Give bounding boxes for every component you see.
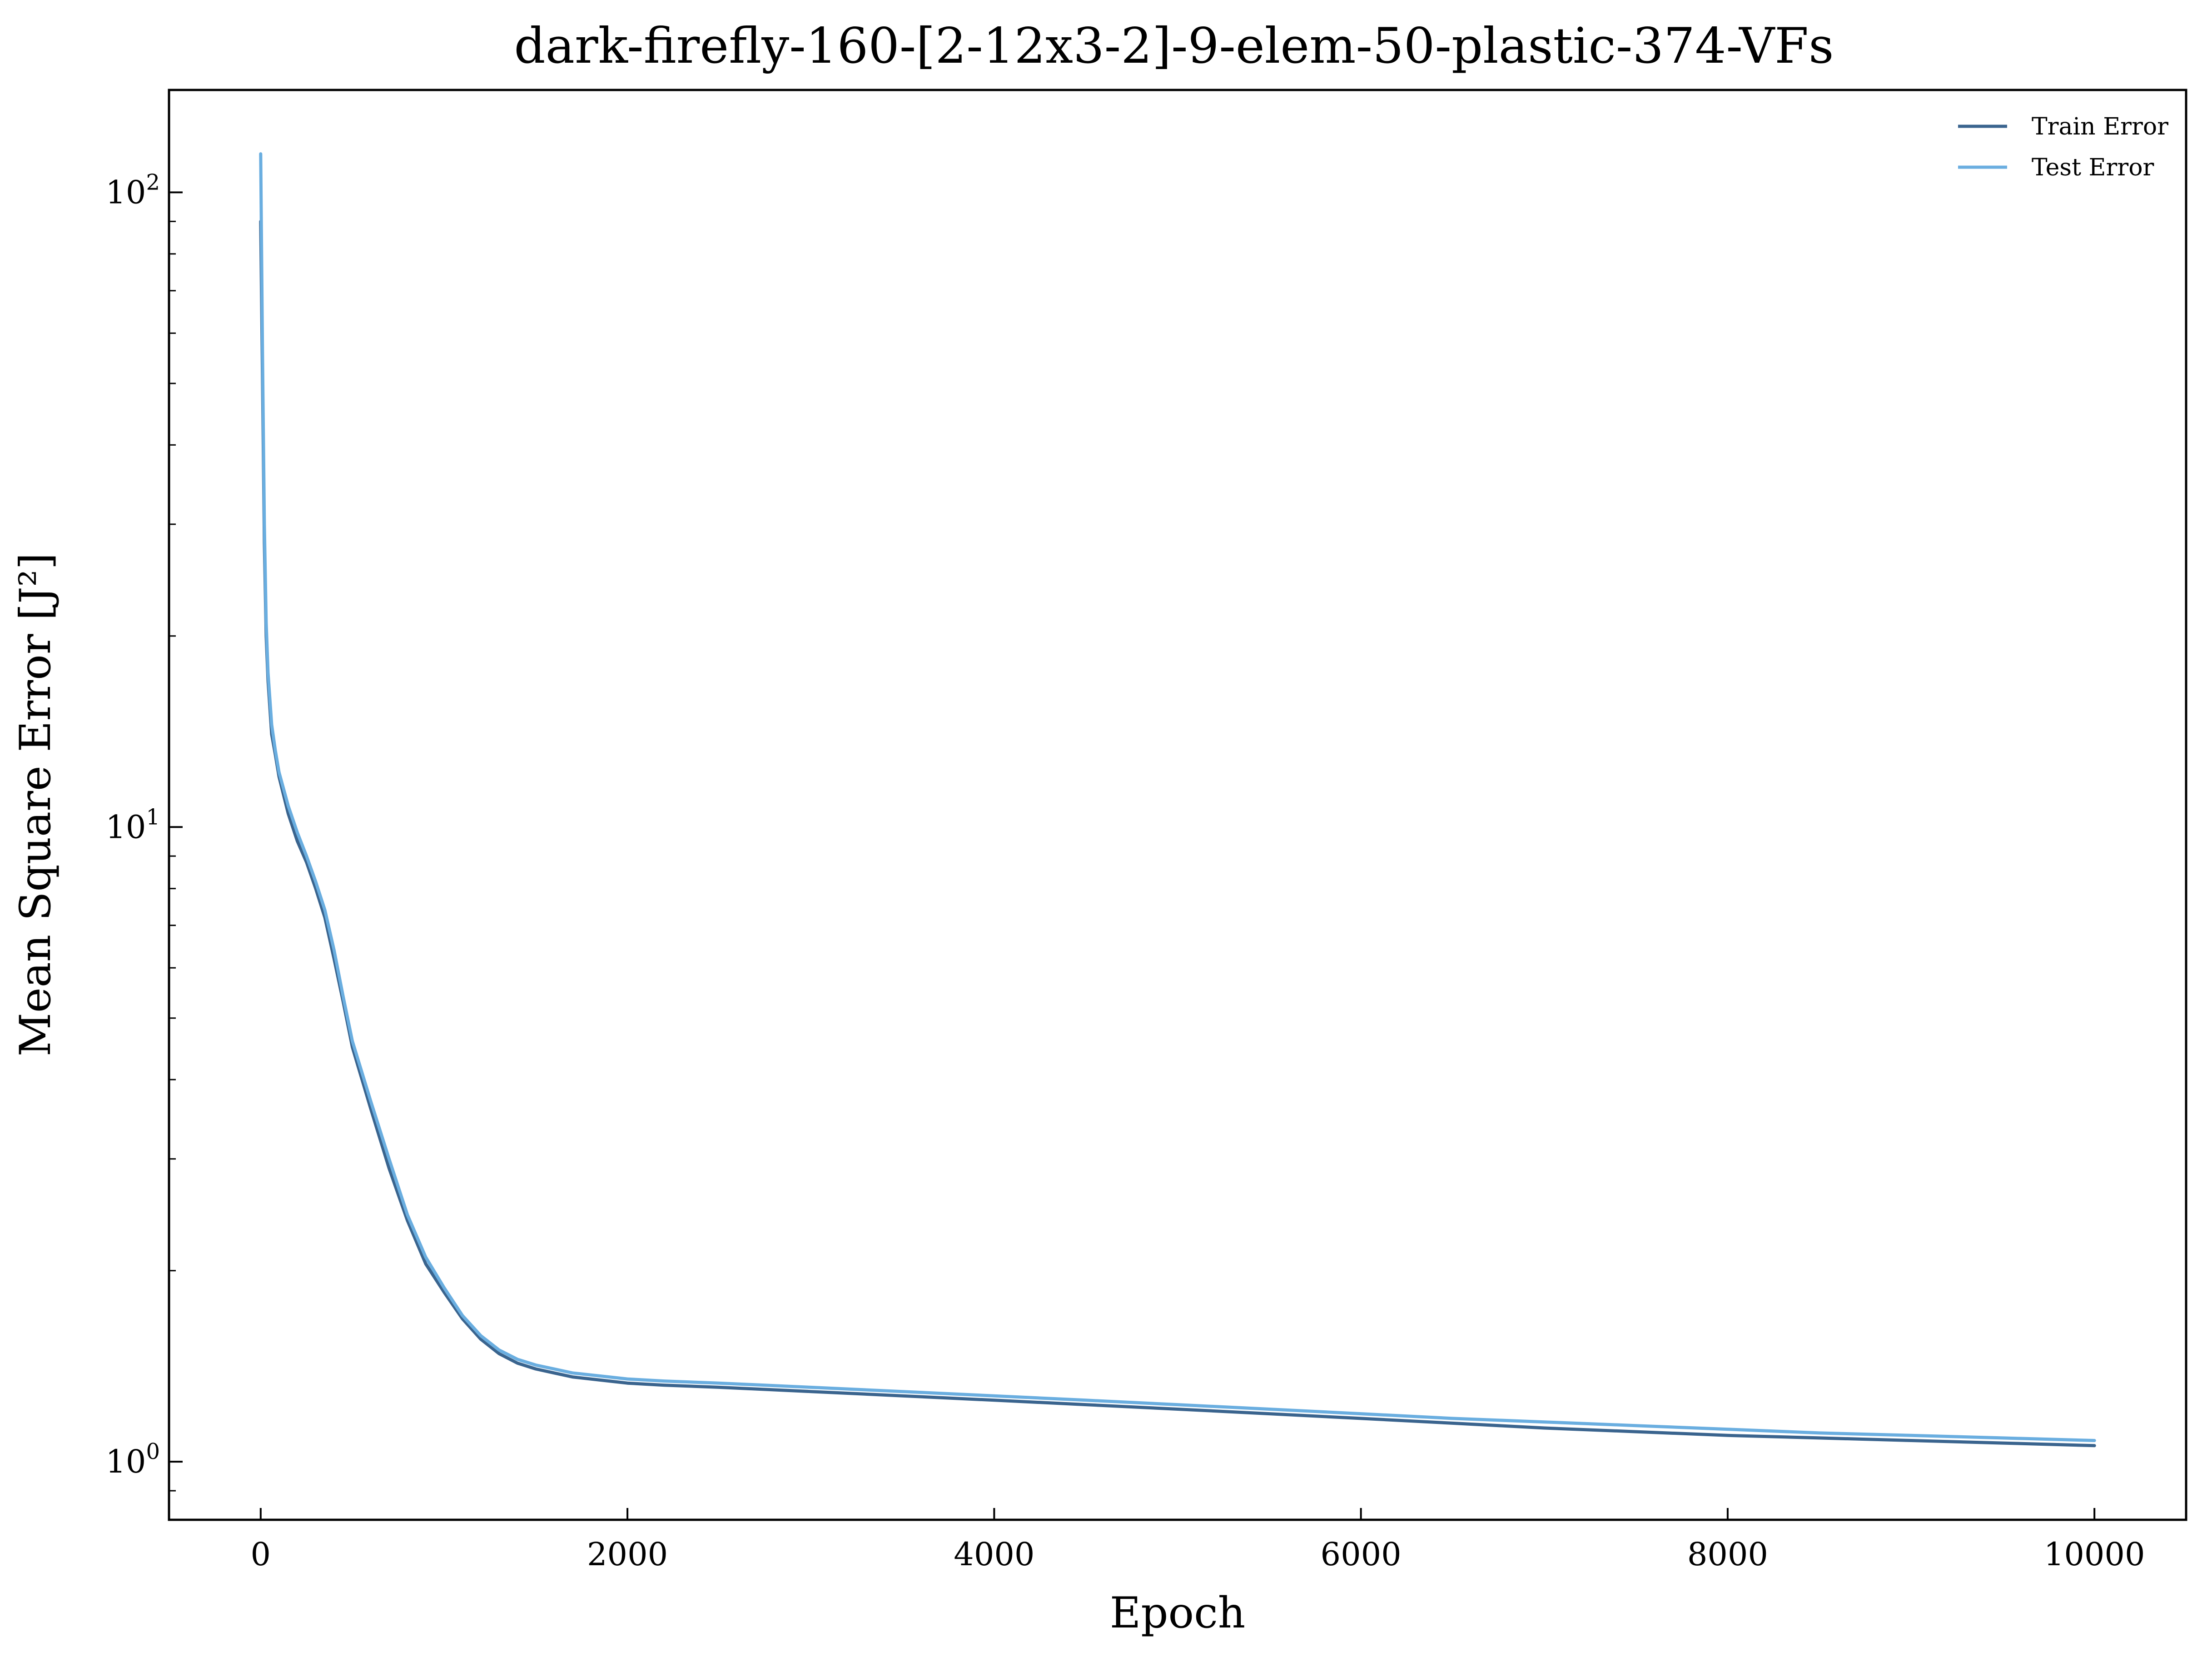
chart-title: dark-firefly-160-[2-12x3-2]-9-elem-50-pl… [514,18,1834,75]
series-line-train-error [259,219,2096,1448]
y-tick-label: 100 [105,1439,160,1480]
y-tick-label: 102 [105,169,160,211]
legend-label: Train Error [2032,113,2168,140]
x-axis-ticks: 0 2000 4000 6000 8000 10000 [251,1508,2145,1573]
x-tick-label: 8000 [1687,1536,1768,1573]
x-tick-label: 2000 [587,1536,668,1573]
plot-area: 0 2000 4000 6000 8000 10000 100 101 102 [105,89,2187,1573]
y-axis-label: Mean Square Error [J²] [11,553,60,1057]
legend: Train Error Test Error [1958,113,2168,181]
legend-label: Test Error [2032,154,2154,181]
x-axis-label: Epoch [1110,1588,1246,1638]
x-tick-label: 4000 [954,1536,1034,1573]
x-tick-label: 10000 [2044,1536,2145,1573]
series-line-test-error [259,152,2096,1442]
x-tick-label: 6000 [1321,1536,1402,1573]
x-tick-label: 0 [251,1536,271,1573]
y-axis-ticks: 100 101 102 [105,169,183,1492]
y-tick-label: 101 [105,804,160,846]
series-layer [259,152,2096,1448]
plot-frame [168,89,2187,1521]
